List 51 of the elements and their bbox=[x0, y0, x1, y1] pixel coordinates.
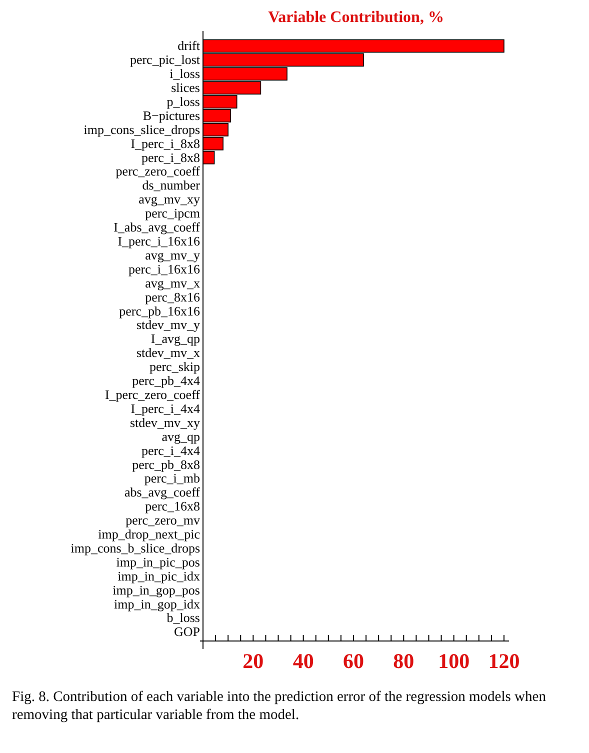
x-tick-label: 40 bbox=[292, 648, 314, 673]
y-tick-label: stdev_mv_xy bbox=[130, 414, 200, 430]
y-tick-label: ds_number bbox=[142, 178, 201, 193]
y-tick-label: I_abs_avg_coeff bbox=[114, 220, 201, 235]
y-tick-label: GOP bbox=[174, 624, 200, 640]
y-tick-label: imp_drop_next_pic bbox=[98, 526, 200, 542]
y-tick-label: perc_pb_8x8 bbox=[132, 456, 200, 472]
y-tick-label: perc_skip bbox=[149, 359, 200, 374]
y-tick-label: stdev_mv_y bbox=[136, 317, 200, 332]
x-tick-label: 20 bbox=[242, 648, 264, 673]
chart-title: Variable Contribution, % bbox=[268, 9, 444, 26]
y-tick-label: i_loss bbox=[170, 66, 200, 82]
y-tick-label: perc_i_mb bbox=[144, 470, 200, 486]
y-tick-label: avg_qp bbox=[162, 428, 200, 444]
y-tick-label: perc_ipcm bbox=[145, 206, 200, 221]
y-tick-label: I_avg_qp bbox=[150, 331, 200, 346]
y-tick-label: imp_in_pic_pos bbox=[116, 554, 200, 570]
y-tick-label: perc_zero_coeff bbox=[116, 164, 201, 179]
y-tick-label: perc_i_8x8 bbox=[142, 150, 200, 165]
y-tick-label: perc_zero_mv bbox=[126, 512, 200, 528]
y-tick-label: p_loss bbox=[166, 94, 200, 109]
y-tick-label: B−pictures bbox=[142, 108, 200, 123]
y-tick-label: perc_i_16x16 bbox=[128, 261, 200, 276]
y-tick-label: perc_pb_4x4 bbox=[132, 373, 200, 388]
y-tick-label: b_loss bbox=[166, 610, 200, 626]
y-tick-label: I_perc_i_8x8 bbox=[130, 136, 200, 151]
y-tick-label: stdev_mv_x bbox=[136, 345, 200, 360]
y-tick-label: drift bbox=[178, 38, 200, 54]
y-tick-label: I_perc_zero_coeff bbox=[104, 386, 201, 402]
y-tick-label: avg_mv_y bbox=[145, 247, 200, 262]
y-tick-label: slices bbox=[171, 80, 200, 95]
y-tick-label: perc_16x8 bbox=[145, 498, 200, 514]
y-tick-label: imp_in_gop_pos bbox=[112, 582, 200, 598]
x-tick-label: 120 bbox=[488, 648, 520, 673]
y-tick-label: perc_i_4x4 bbox=[142, 442, 200, 458]
y-tick-label: I_perc_i_16x16 bbox=[118, 233, 200, 248]
y-tick-label: imp_cons_b_slice_drops bbox=[70, 540, 200, 556]
y-tick-label: avg_mv_x bbox=[145, 275, 200, 290]
y-tick-label: I_perc_i_4x4 bbox=[130, 400, 200, 416]
x-tick-label: 80 bbox=[393, 648, 414, 673]
caption: Fig. 8. Contribution of each variable into the prediction error of the regression models when removing that particular variable from the model. bbox=[12, 689, 547, 723]
y-tick-label: perc_8x16 bbox=[145, 289, 200, 304]
y-tick-label: imp_in_pic_idx bbox=[118, 568, 200, 584]
y-tick-label: abs_avg_coeff bbox=[124, 484, 201, 500]
y-tick-label: perc_pb_16x16 bbox=[119, 303, 200, 318]
x-tick-label: 100 bbox=[438, 648, 470, 673]
y-tick-label: imp_in_gop_idx bbox=[114, 596, 200, 612]
y-tick-label: avg_mv_xy bbox=[138, 192, 200, 207]
y-tick-label: imp_cons_slice_drops bbox=[84, 122, 200, 137]
x-tick-label: 60 bbox=[342, 648, 364, 673]
y-tick-label: perc_pic_lost bbox=[130, 52, 200, 68]
